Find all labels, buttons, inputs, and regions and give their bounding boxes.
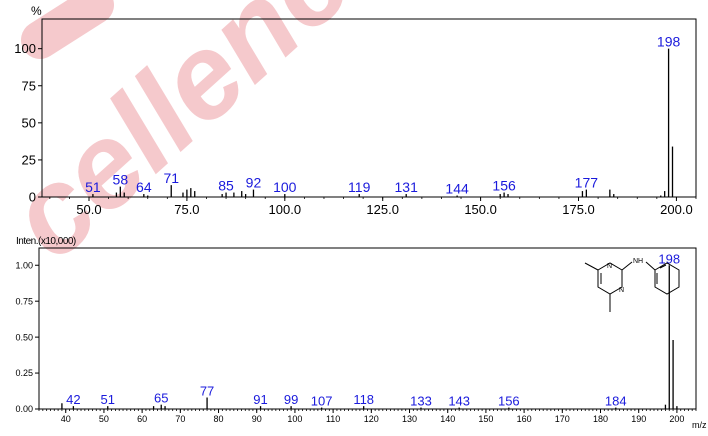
- peak-label: 51: [101, 392, 115, 407]
- peak-label: 156: [498, 394, 520, 409]
- peak-label: 143: [448, 394, 470, 409]
- peak-label: 184: [605, 394, 627, 409]
- y-tick-label: 0: [29, 190, 36, 205]
- peak-label: 51: [85, 179, 101, 195]
- peak-label: 58: [113, 172, 129, 188]
- peak-label: 198: [658, 251, 680, 266]
- peak-label: 77: [200, 384, 214, 399]
- peak-label: 91: [253, 392, 267, 407]
- x-tick-label: 40: [61, 414, 71, 424]
- x-tick-label: 50.0: [76, 202, 101, 217]
- x-tick-label: 110: [326, 414, 340, 424]
- chart-top-relative-abundance: % 0 25 50 75 100 50.0 75.0 100.0 125.0 150.0 175.…: [14, 4, 697, 217]
- peak-label: 177: [575, 175, 599, 191]
- peak-label: 131: [395, 179, 419, 195]
- x-tick-label: 200: [669, 414, 684, 424]
- structure-label-n: N: [607, 263, 612, 270]
- y-tick-label: 100: [14, 41, 36, 56]
- peak-label: 100: [273, 179, 297, 195]
- y-tick-label: 0.50: [15, 332, 33, 342]
- x-tick-label: 100.0: [269, 202, 302, 217]
- y-tick-label: 0.00: [15, 404, 33, 414]
- y-tick-label: 1.00: [15, 260, 33, 270]
- y-tick-label: 0.25: [15, 368, 33, 378]
- peak-label: 64: [136, 179, 152, 195]
- y-tick-label: 50: [22, 115, 36, 130]
- peak-label: 119: [348, 179, 371, 195]
- peak-label: 65: [154, 391, 168, 406]
- chart-bottom-intensity: Inten.(x10,000) 0.00 0.25 0.50 0.75 1.00 40 5…: [15, 236, 707, 430]
- structure-label-n: N: [619, 287, 624, 294]
- peak-label: 107: [311, 394, 333, 409]
- x-axis-label: m/z: [692, 420, 707, 430]
- y-tick-label: 25: [22, 152, 36, 167]
- y-axis-label: Inten.(x10,000): [16, 236, 76, 247]
- y-tick-label: 0.75: [15, 296, 33, 306]
- peak-label: 92: [246, 175, 262, 191]
- x-tick-label: 200.0: [660, 202, 693, 217]
- x-tick-label: 75.0: [174, 202, 199, 217]
- peak-label: 156: [492, 178, 516, 194]
- peak-label: 99: [284, 392, 298, 407]
- x-tick-label: 150.0: [464, 202, 497, 217]
- peak-label: 144: [445, 181, 469, 197]
- peak-label: 198: [657, 34, 681, 50]
- peak-label: 85: [218, 178, 234, 194]
- peak-label: 71: [163, 170, 179, 186]
- structure-label-nh: NH: [633, 258, 643, 265]
- x-tick-label: 160: [517, 414, 532, 424]
- peak-label: 133: [410, 394, 432, 409]
- x-tick-label: 175.0: [562, 202, 595, 217]
- y-tick-label: 75: [22, 78, 36, 93]
- x-tick-label: 140: [440, 414, 455, 424]
- x-tick-label: 150: [478, 414, 493, 424]
- x-tick-label: 50: [99, 414, 109, 424]
- x-tick-label: 190: [631, 414, 646, 424]
- pyrimidine-phenylamine-structure-icon: [584, 261, 680, 312]
- x-tick-label: 60: [137, 414, 147, 424]
- x-tick-label: 70: [175, 414, 185, 424]
- x-tick-label: 100: [287, 414, 302, 424]
- peak-label: 42: [66, 392, 80, 407]
- peak-label: 118: [353, 392, 374, 407]
- plot-frame: [38, 247, 697, 410]
- plot-frame: [41, 18, 697, 198]
- x-tick-label: 120: [364, 414, 379, 424]
- x-tick-label: 80: [214, 414, 224, 424]
- x-tick-label: 90: [252, 414, 262, 424]
- x-tick-label: 170: [555, 414, 570, 424]
- x-tick-label: 125.0: [366, 202, 399, 217]
- y-axis-label: %: [31, 4, 42, 18]
- x-tick-label: 130: [402, 414, 417, 424]
- x-tick-label: 180: [593, 414, 608, 424]
